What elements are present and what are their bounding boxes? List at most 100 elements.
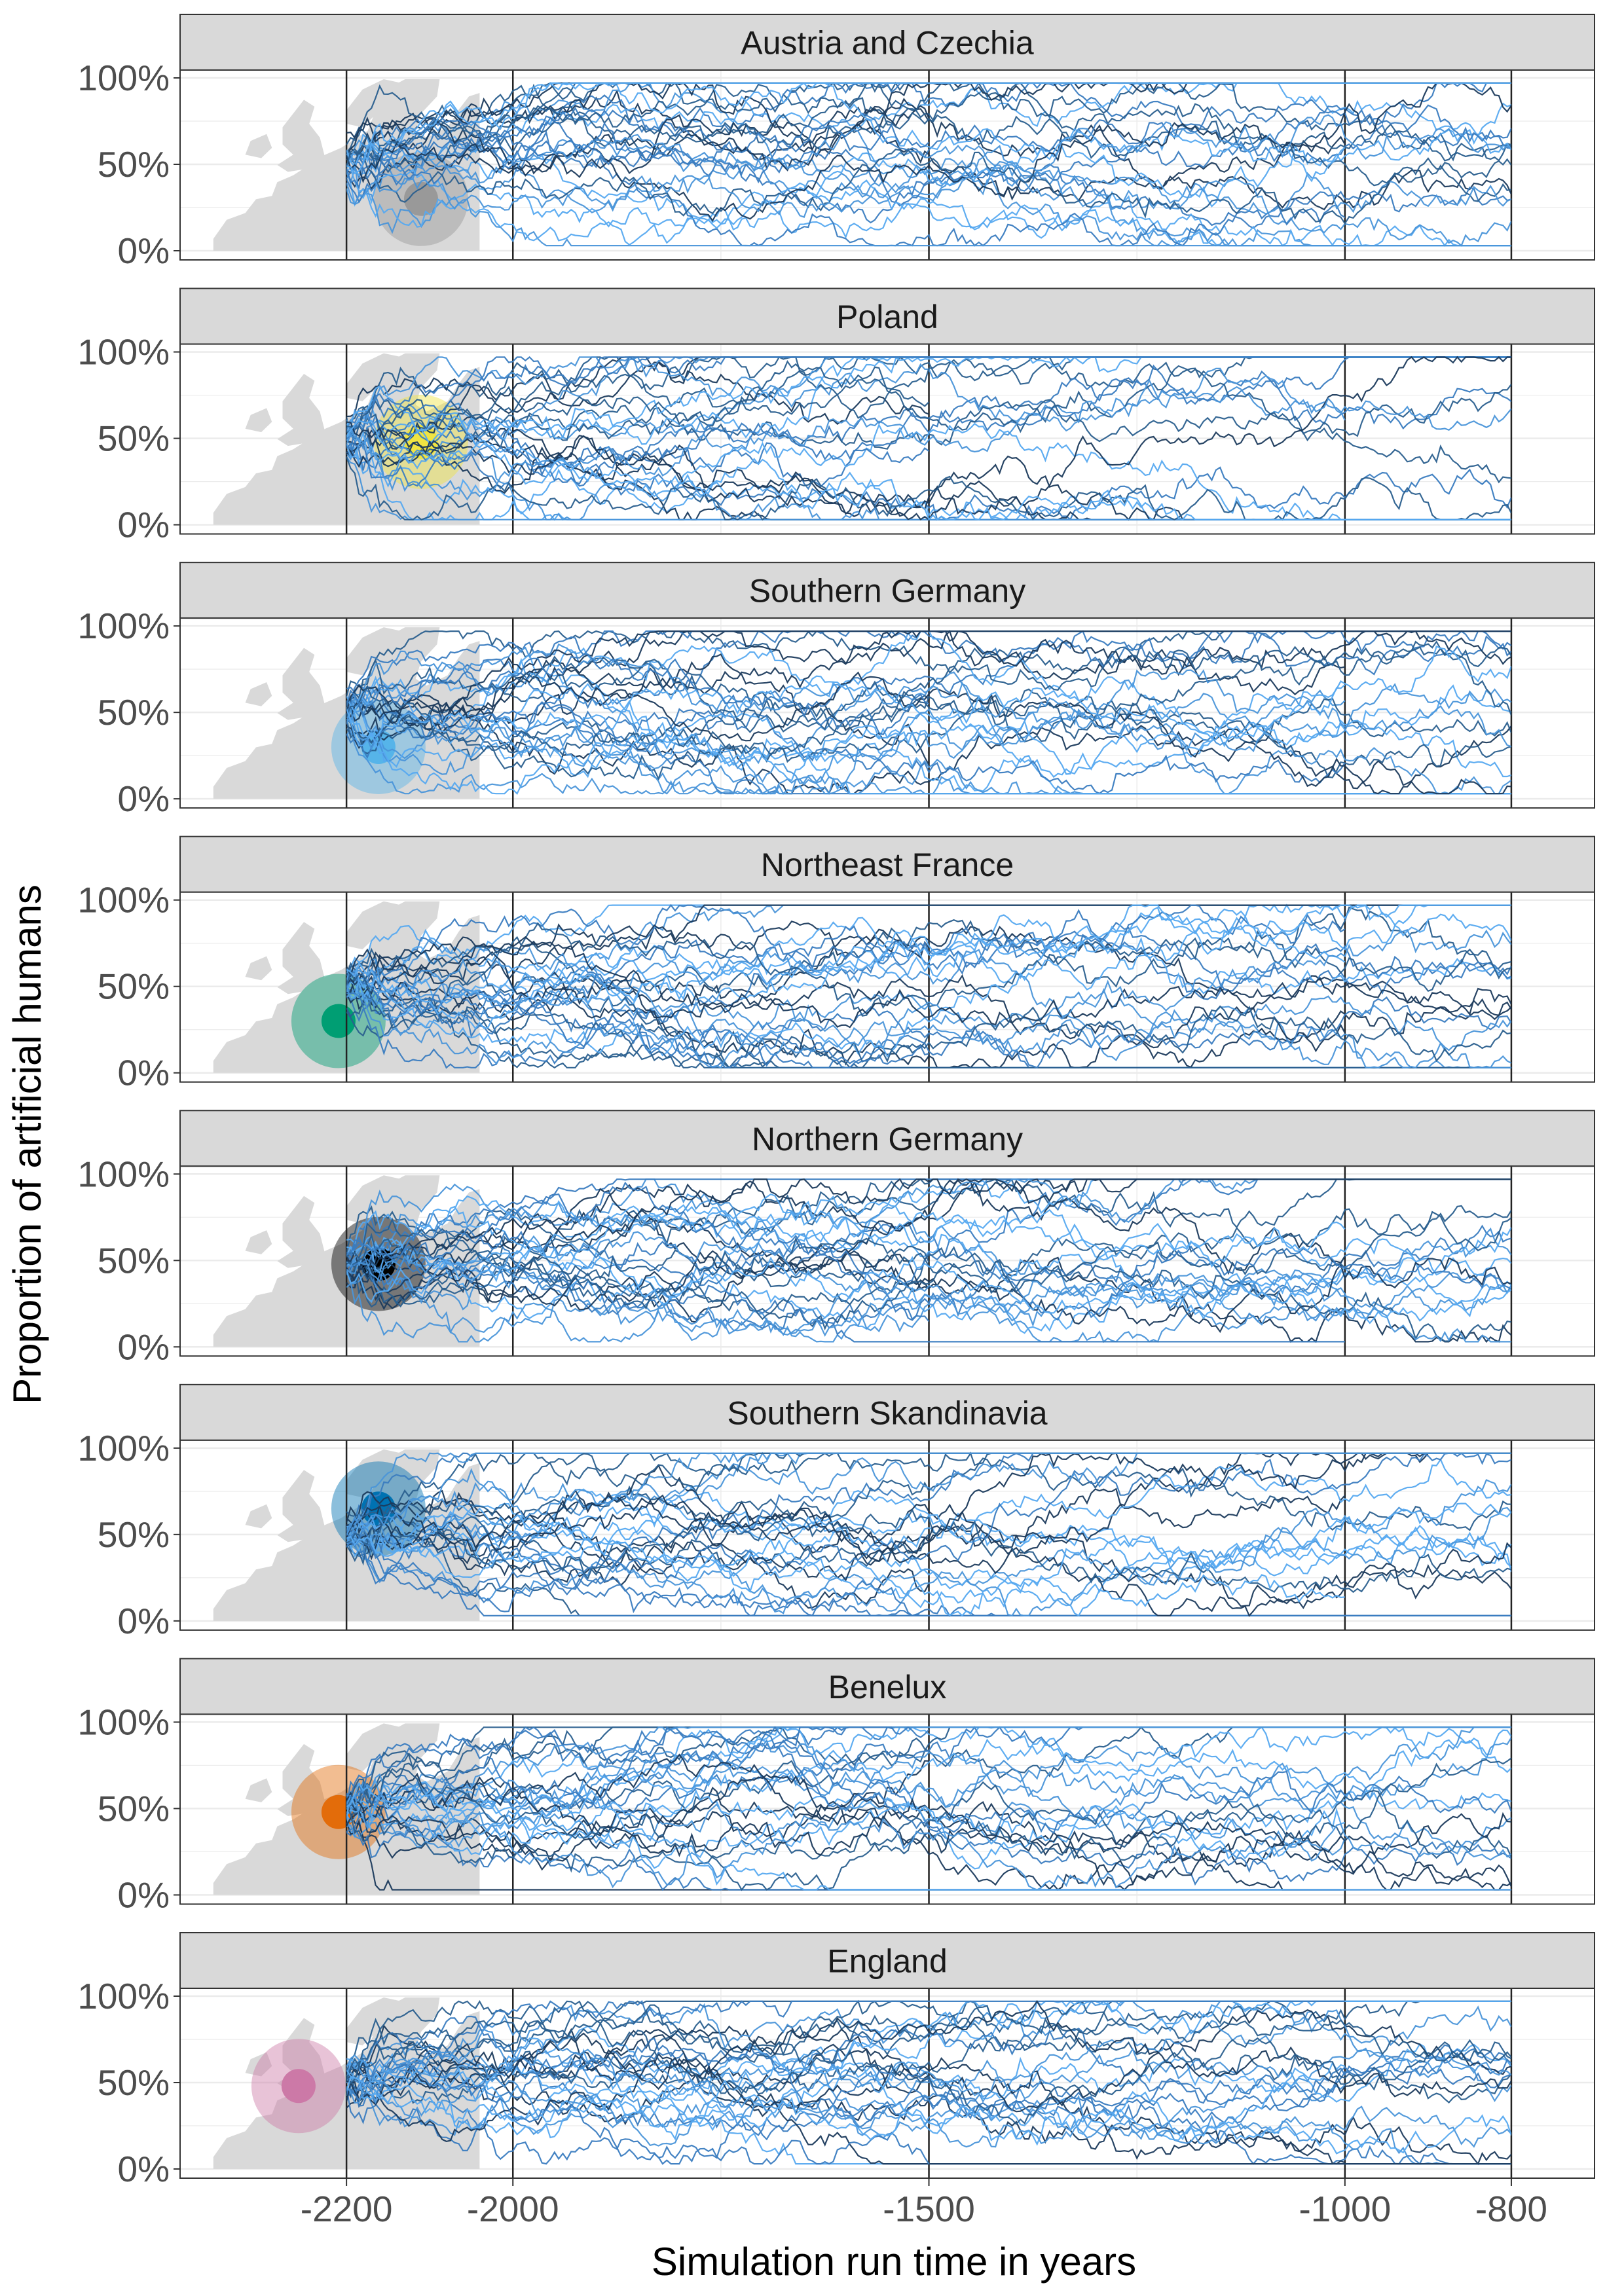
run-line xyxy=(346,643,1511,753)
run-line xyxy=(346,1181,930,1322)
x-tick-label: -1000 xyxy=(1299,2189,1391,2229)
map-ireland xyxy=(245,1230,272,1254)
run-line xyxy=(346,415,1345,520)
y-tick-label: 100% xyxy=(77,606,170,646)
run-line xyxy=(346,968,1511,1069)
y-axis-title: Proportion of artificial humans xyxy=(5,884,49,1404)
run-line xyxy=(346,1790,1511,1891)
y-tick-label: 100% xyxy=(77,1428,170,1468)
panel: Southern Skandinavia 0% 50% 100% xyxy=(77,1383,1595,1641)
y-tick-label: 100% xyxy=(77,1154,170,1194)
run-line xyxy=(346,936,1511,1029)
panel-title: Northern Germany xyxy=(752,1121,1023,1157)
run-line xyxy=(346,1729,1511,1886)
run-line xyxy=(346,355,1511,440)
run-line xyxy=(346,132,1346,247)
panel-title: Austria and Czechia xyxy=(741,25,1034,62)
panel-strip xyxy=(179,287,1595,345)
panel-title: Southern Germany xyxy=(749,573,1025,610)
y-tick-label: 50% xyxy=(98,418,170,459)
y-tick-label: 0% xyxy=(118,2149,170,2189)
run-line xyxy=(346,973,1511,1069)
run-line xyxy=(346,117,930,204)
run-line xyxy=(346,645,1511,795)
run-line xyxy=(346,993,1511,1069)
y-tick-label: 50% xyxy=(98,2062,170,2103)
x-tick-label: -800 xyxy=(1475,2189,1547,2229)
run-line xyxy=(346,991,929,1069)
run-line xyxy=(346,1495,1346,1586)
map-ireland xyxy=(245,682,272,706)
run-line xyxy=(346,671,1346,770)
run-line xyxy=(346,105,1511,202)
run-line xyxy=(346,128,1511,246)
x-axis: -2200 -2000 -1500 -1000 -800 xyxy=(301,2178,1547,2229)
map-scandinavia xyxy=(346,353,400,401)
run-line xyxy=(346,1211,1511,1321)
run-line xyxy=(346,384,1511,456)
y-tick-label: 0% xyxy=(118,1874,170,1915)
map-scandinavia xyxy=(346,1175,400,1224)
map-scandinavia xyxy=(346,1997,400,2046)
run-line xyxy=(346,958,1511,1054)
panels: Austria and Czechia 0% 50% 100% Poland 0% 50% 1… xyxy=(77,14,1595,2189)
y-tick-label: 0% xyxy=(118,1326,170,1367)
map-scandinavia xyxy=(346,901,400,950)
map-britain xyxy=(277,922,325,994)
y-tick-label: 50% xyxy=(98,1788,170,1829)
run-line xyxy=(346,82,1511,168)
run-line xyxy=(346,653,930,736)
panel-title: England xyxy=(827,1943,948,1980)
run-line xyxy=(346,367,1511,501)
run-line xyxy=(346,669,1511,795)
panel: Austria and Czechia 0% 50% 100% xyxy=(77,14,1595,271)
run-line xyxy=(346,1235,1345,1343)
run-line xyxy=(346,1781,1511,1891)
run-line xyxy=(346,1499,1511,1617)
run-line xyxy=(346,1250,1511,1334)
panel: Poland 0% 50% 100% xyxy=(77,287,1595,545)
run-line xyxy=(346,2037,1511,2119)
run-line xyxy=(346,2065,1346,2140)
map-britain xyxy=(277,647,325,720)
run-line xyxy=(346,1464,1511,1609)
run-line xyxy=(346,1726,1511,1814)
run-line xyxy=(346,1269,1511,1343)
run-line xyxy=(346,1999,1511,2104)
run-line xyxy=(346,904,1511,1004)
panel: Benelux 0% 50% 100% xyxy=(77,1658,1595,1915)
panel-strip xyxy=(179,14,1595,71)
y-tick-label: 50% xyxy=(98,1240,170,1281)
panel-title: Poland xyxy=(836,299,938,335)
run-line xyxy=(346,359,1511,484)
run-line xyxy=(346,1178,1511,1309)
y-tick-label: 0% xyxy=(118,230,170,271)
run-line xyxy=(346,2064,930,2165)
y-tick-label: 50% xyxy=(98,144,170,185)
map-britain xyxy=(277,2018,325,2090)
run-line xyxy=(346,1516,930,1576)
run-line xyxy=(346,2036,1511,2104)
x-tick-label: -2200 xyxy=(301,2189,393,2229)
run-line xyxy=(346,411,1511,521)
run-line xyxy=(346,1726,930,1800)
run-line xyxy=(346,924,1346,1058)
run-line xyxy=(346,82,1511,223)
run-line xyxy=(346,82,1511,175)
run-line xyxy=(346,683,1511,795)
run-line xyxy=(346,422,930,487)
run-line xyxy=(346,1227,1511,1321)
x-tick-label: -1500 xyxy=(883,2189,975,2229)
run-line xyxy=(346,148,1511,225)
run-line xyxy=(346,150,1511,247)
run-line xyxy=(346,2005,1511,2081)
run-line xyxy=(346,906,1511,994)
run-line xyxy=(346,456,1511,521)
panel-title: Southern Skandinavia xyxy=(727,1394,1047,1431)
region-marker xyxy=(281,2069,316,2104)
run-line xyxy=(346,972,1511,1069)
run-line xyxy=(346,1486,1511,1573)
panel-strip xyxy=(179,835,1595,893)
y-tick-label: 50% xyxy=(98,966,170,1007)
run-line xyxy=(346,1457,1511,1548)
